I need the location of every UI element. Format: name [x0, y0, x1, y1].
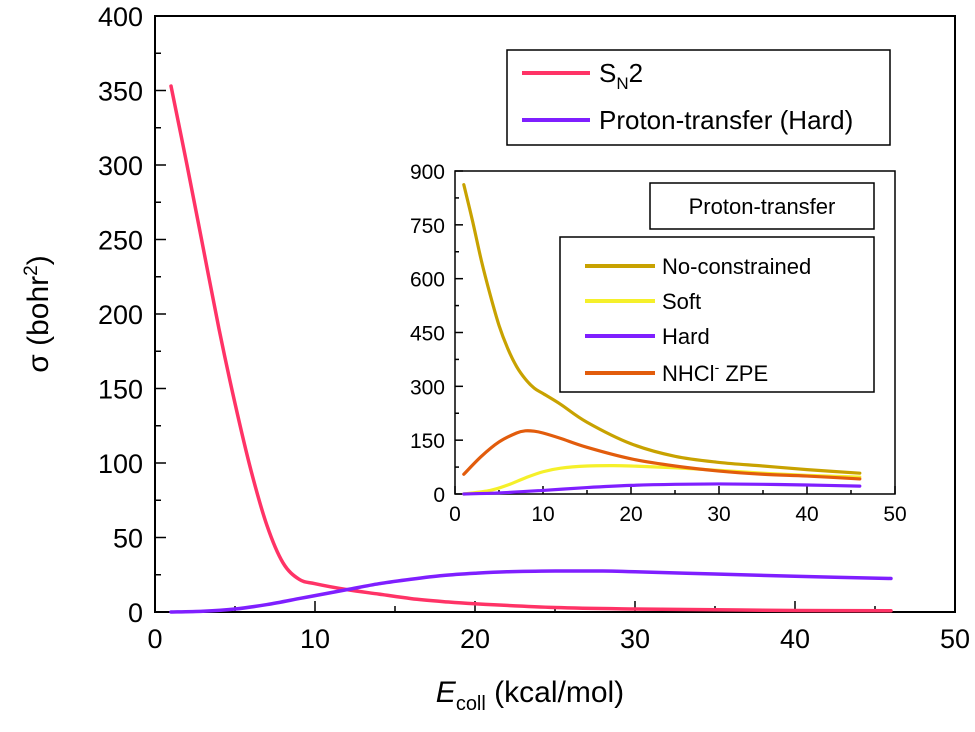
inset-x-tick-label: 50 — [883, 503, 906, 526]
x-axis-title: Ecoll (kcal/mol) — [436, 676, 624, 715]
main-y-tick-label: 200 — [98, 300, 143, 330]
main-series-line-0 — [169, 84, 893, 613]
legend-label-nhcl-zpe: NHCl- ZPE — [662, 359, 768, 386]
main-legend: SN2 Proton-transfer (Hard) — [506, 49, 891, 146]
main-y-tick-label: 250 — [98, 226, 143, 256]
main-y-tick-label: 300 — [98, 151, 143, 181]
main-y-tick-label: 350 — [98, 77, 143, 107]
inset-title-box — [649, 182, 875, 230]
main-x-tick-label: 30 — [620, 624, 650, 654]
inset-y-tick-label: 600 — [410, 269, 445, 292]
inset-y-tick-label: 750 — [410, 215, 445, 238]
inset-series-line-3 — [462, 429, 862, 481]
y-axis-title: σ (bohr2) — [21, 255, 55, 372]
inset-y-tick-label: 0 — [433, 484, 445, 507]
main-series-lines — [169, 84, 893, 614]
inset-x-tick-label: 20 — [619, 503, 642, 526]
inset-x-tick-label: 30 — [707, 503, 730, 526]
inset-y-tick-label: 150 — [410, 430, 445, 453]
inset-y-tick-label: 450 — [410, 323, 445, 346]
inset-series-line-0 — [462, 183, 862, 475]
inset-title: Proton-transfer — [689, 194, 836, 219]
main-legend-box — [506, 49, 891, 146]
legend-label-no-constrained: No-constrained — [662, 254, 811, 279]
main-x-tick-label: 20 — [460, 624, 490, 654]
main-series-line-1 — [169, 569, 893, 614]
inset-x-tick-label: 10 — [531, 503, 554, 526]
main-y-tick-label: 0 — [128, 598, 143, 628]
inset-y-tick-label: 900 — [410, 161, 445, 184]
legend-label-hard: Hard — [662, 324, 710, 349]
inset-y-tick-label: 300 — [410, 376, 445, 399]
main-x-tick-label: 0 — [147, 624, 162, 654]
main-y-tick-label: 150 — [98, 375, 143, 405]
main-x-tick-label: 10 — [300, 624, 330, 654]
inset-series-lines — [462, 183, 862, 496]
inset-legend-box — [559, 236, 875, 393]
main-y-tick-label: 100 — [98, 449, 143, 479]
main-y-tick-label: 400 — [98, 2, 143, 32]
legend-label-soft: Soft — [662, 289, 701, 314]
inset-axis-ticks: 0 10 20 30 40 50 0 150 300 450 600 750 900 — [410, 161, 907, 526]
main-x-tick-label: 40 — [780, 624, 810, 654]
legend-label-proton-transfer-hard: Proton-transfer (Hard) — [599, 105, 853, 135]
main-x-tick-label: 50 — [940, 624, 970, 654]
inset-x-tick-label: 0 — [449, 503, 461, 526]
inset-plot: 0 10 20 30 40 50 0 150 300 450 600 750 900 Proton-tr… — [410, 161, 907, 526]
legend-label-sn2: SN2 — [599, 58, 643, 93]
main-y-tick-label: 50 — [113, 524, 143, 554]
inset-legend: No-constrained Soft Hard NHCl- ZPE — [559, 236, 875, 393]
inset-x-tick-label: 40 — [795, 503, 818, 526]
inset-series-line-2 — [462, 482, 862, 496]
